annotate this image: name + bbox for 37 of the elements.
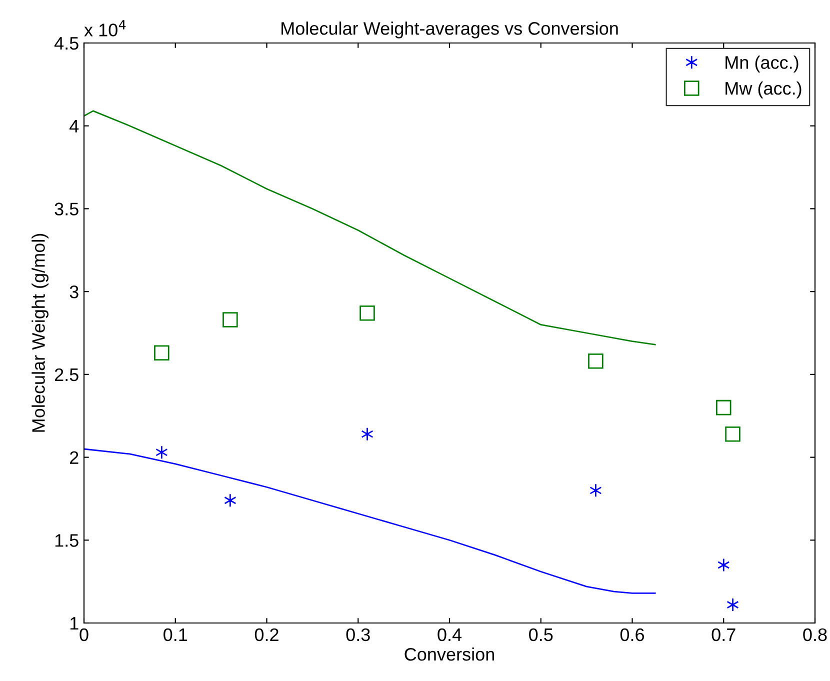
x-tick-label: 0.6 [620,628,644,642]
legend-label: Mn (acc.) [726,56,798,72]
point [725,426,740,442]
point [361,427,374,442]
y-tick-label: 2.5 [54,368,78,382]
point [360,305,375,321]
y-tick-label: 4.5 [54,37,78,50]
x-tick-label: 0.5 [529,628,553,642]
point [718,558,730,572]
x-tick-label: 0.2 [254,628,278,642]
point [156,445,168,460]
y-tick-label: 3.5 [54,202,78,216]
x-tick-label: 0.3 [346,628,370,642]
x-tick-label: 0.8 [803,628,827,642]
y-tick-label: 1.5 [55,534,78,547]
text: x 10$^{4}$ [84,20,126,36]
point [222,312,238,328]
y-tick-label: 1 [70,617,78,630]
point [716,400,732,416]
chart-title: Molecular Weight-averages vs Conversion [282,22,618,38]
point [154,345,170,361]
point [588,354,604,369]
x-tick-label: 0 [80,628,88,642]
point [726,598,739,612]
x-axis-title: Conversion [404,647,494,661]
y-tick-label: 3 [70,286,78,298]
y-axis-title: Molecular Weight (g/mol) [32,234,48,432]
point [590,483,602,498]
y-tick-label: 4 [70,120,79,132]
line-series [84,110,656,346]
legend-label: Mw (acc.) [726,82,802,98]
x-tick-label: 0.1 [164,628,188,642]
x-tick-label: 0.4 [438,628,462,642]
line-series [84,448,656,594]
y-tick-label: 2 [70,451,78,464]
x-tick-label: 0.7 [712,628,736,642]
point [224,493,236,508]
